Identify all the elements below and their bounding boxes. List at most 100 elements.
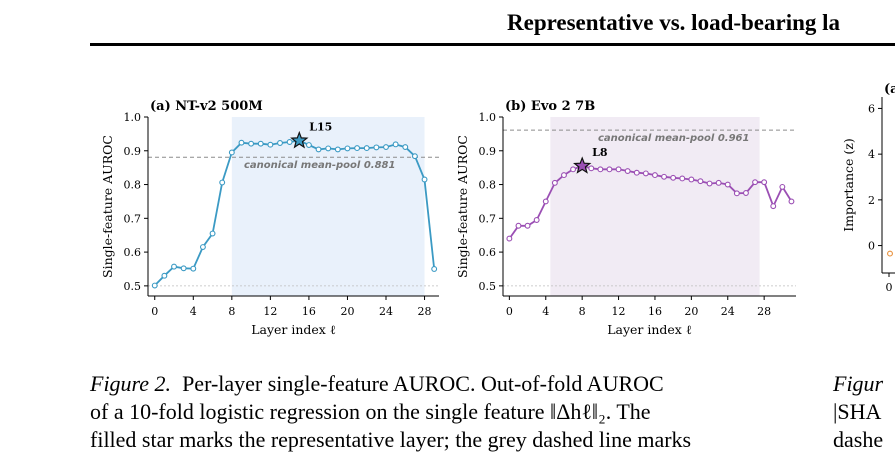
data-point xyxy=(788,198,795,205)
data-point xyxy=(411,153,418,160)
data-point xyxy=(286,139,293,145)
x-tick-label: 0 xyxy=(886,281,893,294)
data-point xyxy=(551,179,558,186)
canonical-mean-pool-label: canonical mean-pool 0.881 xyxy=(244,160,395,171)
figure-caption: Figure 2. Per-layer single-feature AUROC… xyxy=(90,370,691,454)
data-point xyxy=(652,172,658,179)
caption-label: Figure 2. xyxy=(90,371,172,396)
y-tick-label: 1.0 xyxy=(124,111,142,124)
adjacent-caption-line-3: dashe xyxy=(833,427,884,452)
data-point xyxy=(383,144,389,151)
data-point xyxy=(248,140,255,147)
y-axis-label: Importance (z) xyxy=(841,138,856,232)
data-point xyxy=(606,166,613,173)
data-point xyxy=(597,166,604,173)
data-point xyxy=(325,145,332,152)
y-tick-label: 4 xyxy=(868,148,875,161)
data-point xyxy=(706,180,713,187)
y-tick-label: 0.8 xyxy=(124,179,142,192)
data-point xyxy=(180,265,187,272)
data-point xyxy=(363,145,370,152)
data-point xyxy=(533,217,540,223)
data-point xyxy=(679,175,686,182)
y-tick-label: 0.5 xyxy=(124,280,142,293)
y-tick-label: 0.7 xyxy=(124,212,142,225)
y-tick-label: 0.8 xyxy=(479,179,497,192)
data-point xyxy=(697,178,704,185)
data-point xyxy=(515,222,522,229)
data-point xyxy=(354,145,361,152)
caption-line-1: Figure 2. Per-layer single-feature AUROC… xyxy=(90,371,664,396)
y-tick-label: 1.0 xyxy=(479,111,497,124)
y-tick-label: 0.5 xyxy=(479,280,497,293)
x-tick-label: 12 xyxy=(612,305,626,318)
data-point xyxy=(661,173,668,180)
data-point xyxy=(770,203,777,210)
data-point xyxy=(315,146,322,153)
panel-title: (a xyxy=(884,82,895,97)
x-tick-label: 16 xyxy=(302,305,316,318)
data-point xyxy=(344,145,351,152)
x-tick-label: 24 xyxy=(721,305,735,318)
data-point xyxy=(238,139,245,146)
data-point xyxy=(171,263,177,270)
data-point xyxy=(670,174,677,181)
adjacent-caption: Figur |SHA dashe xyxy=(833,370,883,454)
data-point xyxy=(524,222,531,229)
x-tick-label: 8 xyxy=(228,305,235,318)
x-tick-label: 0 xyxy=(151,305,158,318)
y-tick-label: 0.6 xyxy=(479,246,497,259)
data-point xyxy=(431,266,438,272)
data-point xyxy=(570,166,577,173)
y-tick-label: 6 xyxy=(868,102,875,115)
x-tick-label: 12 xyxy=(263,305,277,318)
data-point xyxy=(761,179,768,186)
y-tick-label: 0.6 xyxy=(124,246,142,259)
x-tick-label: 8 xyxy=(579,305,586,318)
panel-a-chart: canonical mean-pool 0.881 0.5 0.6 0.7 0.8 0.9… xyxy=(100,99,439,337)
y-axis-label: Single-feature AUROC xyxy=(455,135,470,278)
x-tick-label: 16 xyxy=(648,305,662,318)
star-label: L15 xyxy=(309,121,332,134)
data-point xyxy=(199,244,206,250)
caption-line-2: of a 10-fold logistic regression on the … xyxy=(90,399,651,424)
y-tick-label: 0 xyxy=(868,240,875,253)
data-point xyxy=(561,172,567,179)
x-axis-label: Layer index ℓ xyxy=(251,322,336,337)
data-point xyxy=(209,230,216,237)
data-point xyxy=(402,144,409,151)
data-point xyxy=(887,250,893,257)
x-tick-label: 28 xyxy=(757,305,771,318)
data-point xyxy=(421,176,428,183)
x-tick-label: 20 xyxy=(684,305,698,318)
panel-c-chart: (a 0 2 4 6 0 Importance (z) xyxy=(841,82,895,294)
data-point xyxy=(624,168,631,174)
data-point xyxy=(743,190,749,196)
canonical-mean-pool-label: canonical mean-pool 0.961 xyxy=(598,133,749,144)
data-point xyxy=(724,181,731,188)
x-tick-label: 4 xyxy=(190,305,197,318)
y-axis-label: Single-feature AUROC xyxy=(100,135,115,278)
adjacent-caption-line-2: |SHA xyxy=(833,399,882,424)
data-point xyxy=(161,272,168,279)
data-point xyxy=(334,146,341,153)
panel-title: (b) Evo 2 7B xyxy=(505,99,595,114)
data-point xyxy=(733,190,740,197)
data-point xyxy=(277,140,283,146)
data-point xyxy=(542,198,549,205)
figure-canvas: canonical mean-pool 0.881 0.5 0.6 0.7 0.8 0.9… xyxy=(100,82,895,337)
data-point xyxy=(688,176,695,183)
panel-title: (a) NT-v2 500M xyxy=(150,99,263,114)
y-tick-label: 0.9 xyxy=(124,145,142,158)
data-point xyxy=(228,149,235,156)
data-point xyxy=(642,170,649,177)
data-point xyxy=(752,179,759,186)
x-tick-label: 24 xyxy=(379,305,393,318)
data-point xyxy=(190,265,197,272)
x-axis-label: Layer index ℓ xyxy=(607,322,692,337)
panel-b-chart: canonical mean-pool 0.961 0.5 0.6 0.7 0.8 0.9… xyxy=(455,99,796,337)
running-header-title: Representative vs. load-bearing la xyxy=(507,10,841,35)
data-point xyxy=(588,165,595,172)
representative-layer-star xyxy=(573,156,592,174)
adjacent-caption-line-1: Figur xyxy=(833,371,884,396)
